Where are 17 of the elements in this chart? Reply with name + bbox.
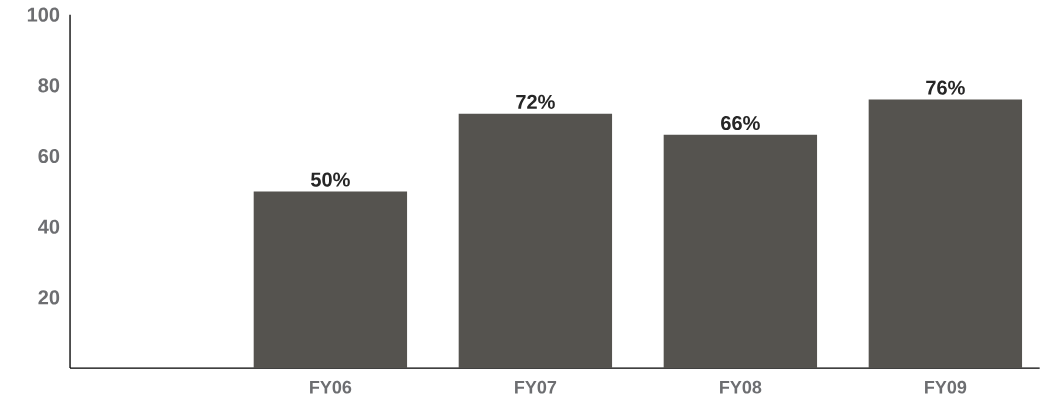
data-label: 72% (516, 94, 555, 110)
y-tick-label: 80 (38, 78, 60, 93)
bar (458, 113, 613, 369)
data-label: 66% (721, 116, 760, 131)
x-tick-label: FY09 (925, 380, 967, 394)
y-tick-label: 100 (27, 7, 60, 22)
x-tick-label: FY07 (515, 380, 557, 394)
bar (663, 134, 818, 369)
x-tick-label: FY08 (720, 380, 762, 394)
data-label: 50% (310, 172, 350, 187)
x-tick-label: FY06 (310, 380, 352, 394)
y-tick-label: 40 (38, 219, 60, 234)
y-tick-label: 20 (38, 290, 60, 305)
data-label: 76% (926, 80, 965, 95)
y-tick-label: 60 (38, 149, 60, 164)
bar (253, 191, 408, 369)
bar (868, 99, 1023, 369)
